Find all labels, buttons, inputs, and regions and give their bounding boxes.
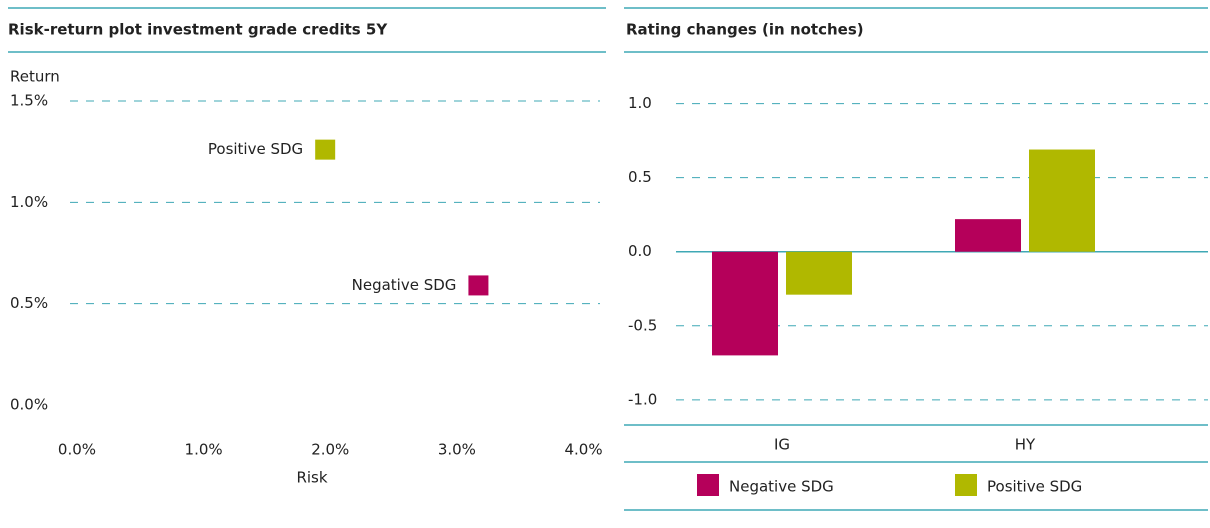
x-tick-label: IG	[774, 436, 790, 454]
legend-swatch	[697, 474, 719, 496]
x-tick-label: 0.0%	[58, 441, 96, 459]
legend-label: Negative SDG	[729, 478, 834, 496]
y-tick-label: 1.0%	[10, 193, 48, 211]
x-tick-label: 3.0%	[438, 441, 476, 459]
x-tick-label: 2.0%	[311, 441, 349, 459]
x-axis-label: Risk	[296, 469, 327, 487]
y-tick-label: 0.5%	[10, 294, 48, 312]
y-tick-label: 0.0	[628, 242, 652, 260]
bar	[955, 219, 1021, 252]
point	[315, 139, 336, 160]
x-tick-label: HY	[1015, 436, 1036, 454]
y-axis-label: Return	[10, 68, 60, 86]
y-tick-label: 0.0%	[10, 396, 48, 414]
y-tick-label: 0.5	[628, 168, 652, 186]
y-tick-label: 1.0	[628, 94, 652, 112]
legend-label: Positive SDG	[987, 478, 1082, 496]
bar	[1029, 149, 1095, 252]
y-tick-label: -0.5	[628, 316, 657, 334]
point-label: Negative SDG	[352, 276, 457, 294]
x-tick-label: 4.0%	[564, 441, 602, 459]
x-tick-label: 1.0%	[185, 441, 223, 459]
y-tick-label: -1.0	[628, 390, 657, 408]
y-tick-label: 1.5%	[10, 92, 48, 110]
legend-swatch	[955, 474, 977, 496]
point	[468, 275, 489, 296]
point-label: Positive SDG	[208, 140, 303, 158]
chart-title: Risk-return plot investment grade credit…	[8, 21, 388, 39]
chart-title: Rating changes (in notches)	[626, 21, 864, 39]
bar	[712, 251, 778, 356]
bar	[786, 251, 852, 295]
